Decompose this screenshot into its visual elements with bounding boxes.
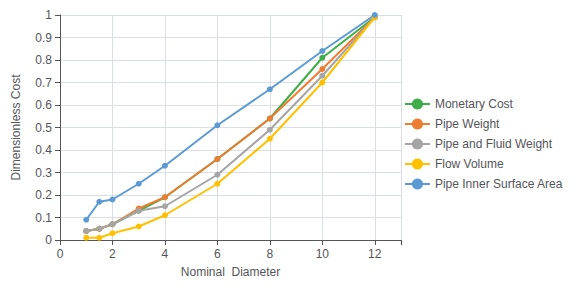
svg-text:Flow Volume: Flow Volume xyxy=(435,157,504,171)
svg-text:Monetary Cost: Monetary Cost xyxy=(435,97,514,111)
svg-text:0.5: 0.5 xyxy=(35,121,52,135)
svg-text:0.1: 0.1 xyxy=(35,211,52,225)
svg-text:0.3: 0.3 xyxy=(35,166,52,180)
svg-text:0.4: 0.4 xyxy=(35,143,52,157)
svg-text:Pipe and Fluid Weight: Pipe and Fluid Weight xyxy=(435,137,553,151)
svg-text:0: 0 xyxy=(45,233,52,247)
svg-text:0.9: 0.9 xyxy=(35,31,52,45)
svg-text:Pipe Inner Surface Area: Pipe Inner Surface Area xyxy=(435,177,563,191)
svg-text:0.6: 0.6 xyxy=(35,98,52,112)
svg-text:1: 1 xyxy=(45,8,52,22)
svg-text:Dimensionless Cost: Dimensionless Cost xyxy=(9,74,23,181)
svg-text:10: 10 xyxy=(316,247,330,261)
svg-text:0.7: 0.7 xyxy=(35,76,52,90)
svg-text:2: 2 xyxy=(109,247,116,261)
svg-text:0: 0 xyxy=(57,247,64,261)
svg-text:4: 4 xyxy=(162,247,169,261)
svg-text:12: 12 xyxy=(368,247,382,261)
svg-text:6: 6 xyxy=(214,247,221,261)
svg-text:0.8: 0.8 xyxy=(35,53,52,67)
svg-text:Nominal Diameter: Nominal Diameter xyxy=(181,265,280,279)
svg-text:Pipe Weight: Pipe Weight xyxy=(435,117,500,131)
svg-text:0.2: 0.2 xyxy=(35,188,52,202)
svg-text:8: 8 xyxy=(267,247,274,261)
